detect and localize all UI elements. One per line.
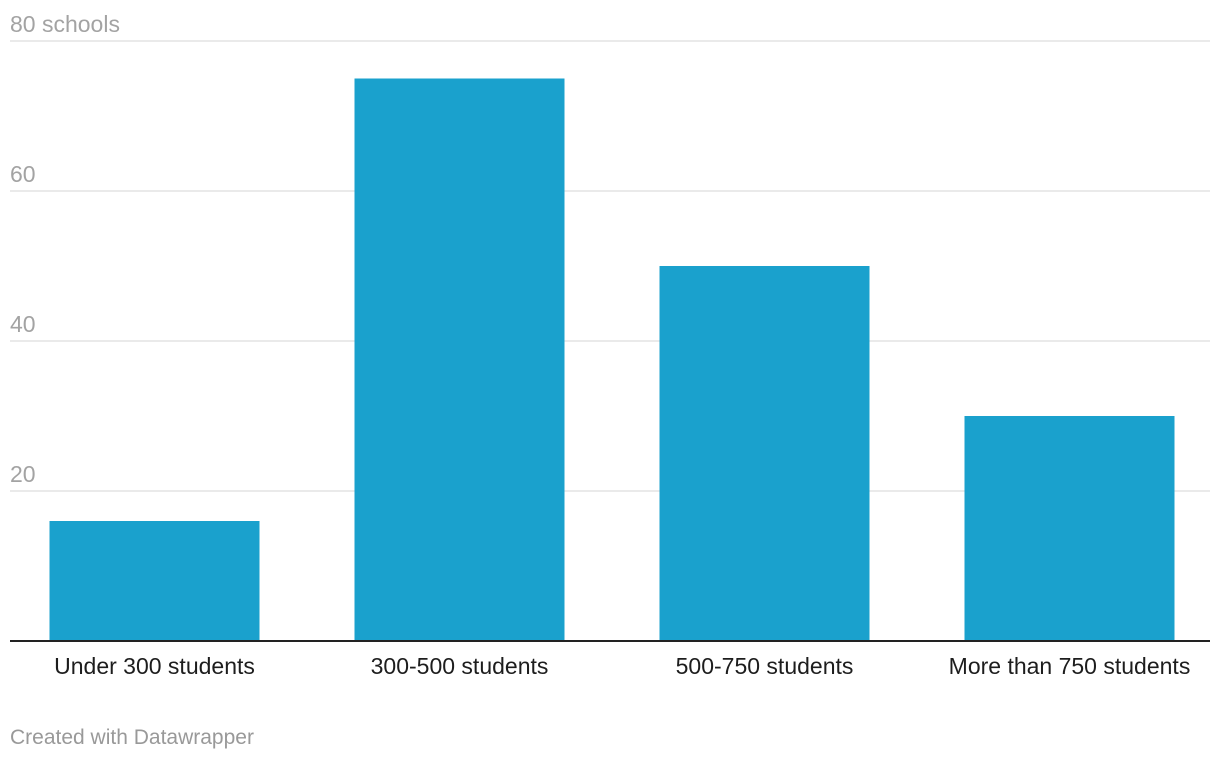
bars bbox=[49, 78, 1175, 641]
category-label: Under 300 students bbox=[54, 653, 255, 679]
y-tick-label: 60 bbox=[10, 161, 36, 187]
category-label: 300-500 students bbox=[371, 653, 549, 679]
bar bbox=[49, 521, 260, 641]
y-tick-labels: 20 40 60 80 schools bbox=[10, 11, 120, 487]
y-tick-label: 40 bbox=[10, 311, 36, 337]
category-label: 500-750 students bbox=[676, 653, 854, 679]
y-tick-label: 80 schools bbox=[10, 11, 120, 37]
category-labels: Under 300 students 300-500 students 500-75… bbox=[54, 653, 1190, 679]
category-label: More than 750 students bbox=[949, 653, 1191, 679]
y-tick-label: 20 bbox=[10, 461, 36, 487]
bar bbox=[354, 78, 565, 641]
bar bbox=[659, 266, 870, 641]
credit-footer: Created with Datawrapper bbox=[10, 726, 254, 749]
bar bbox=[964, 416, 1175, 641]
